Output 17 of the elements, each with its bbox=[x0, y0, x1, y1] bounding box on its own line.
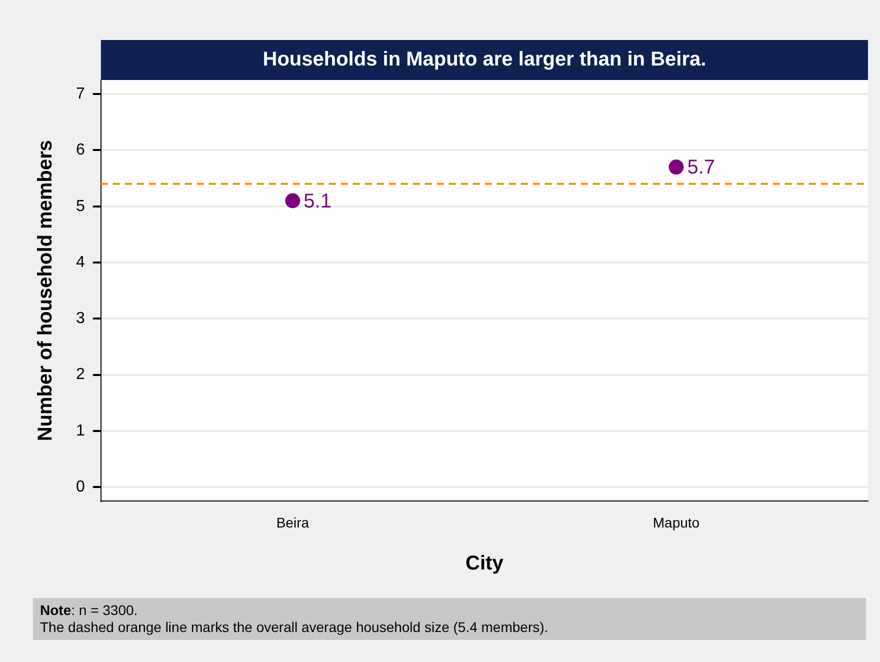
y-axis-title: Number of household members bbox=[34, 140, 57, 442]
text: Note: n = 3300. bbox=[40, 602, 139, 619]
x-axis-title: City bbox=[466, 552, 504, 575]
y-tick-label: 3 bbox=[76, 310, 85, 328]
y-tick-label: 6 bbox=[76, 142, 85, 159]
x-tick-label: Beira bbox=[276, 514, 310, 530]
y-tick-label: 1 bbox=[76, 422, 85, 440]
data-label: 5.1 bbox=[304, 190, 332, 212]
data-label: 5.7 bbox=[687, 156, 716, 179]
y-tick-label: 5 bbox=[76, 198, 85, 215]
y-tick-label: 2 bbox=[76, 366, 85, 384]
text: The dashed orange line marks the overall average household size (5.4 members). bbox=[40, 619, 550, 636]
y-tick-label: 4 bbox=[76, 254, 85, 271]
y-tick-label: 7 bbox=[76, 85, 85, 102]
y-tick-label: 0 bbox=[76, 478, 85, 496]
x-tick-label: Maputo bbox=[652, 514, 700, 530]
chart-title: Households in Maputo are larger than in Beira. bbox=[262, 48, 706, 71]
